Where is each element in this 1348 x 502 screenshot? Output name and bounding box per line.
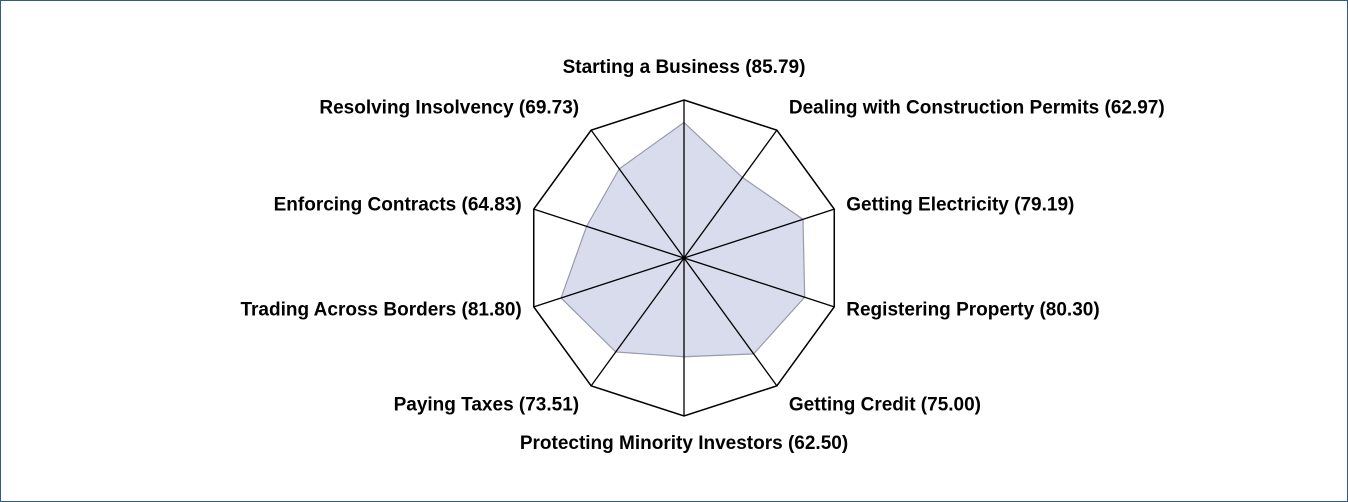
spoke xyxy=(533,257,685,308)
axis-label: Paying Taxes (73.51) xyxy=(394,395,580,416)
axis-label: Dealing with Construction Permits (62.97… xyxy=(789,97,1165,118)
axis-label: Getting Electricity (79.19) xyxy=(846,194,1074,215)
spoke xyxy=(533,208,685,259)
axis-label: Resolving Insolvency (69.73) xyxy=(319,97,579,118)
axis-label: Trading Across Borders (81.80) xyxy=(240,300,521,321)
axis-label: Protecting Minority Investors (62.50) xyxy=(520,433,848,454)
spoke xyxy=(683,257,778,387)
axis-label: Enforcing Contracts (64.83) xyxy=(274,194,522,215)
spoke xyxy=(590,257,685,387)
spoke xyxy=(683,129,778,259)
spoke xyxy=(590,129,685,259)
axis-label: Starting a Business (85.79) xyxy=(563,57,806,78)
axis-label: Registering Property (80.30) xyxy=(846,300,1099,321)
spoke xyxy=(683,257,835,308)
axis-label: Getting Credit (75.00) xyxy=(789,395,981,416)
spoke xyxy=(683,208,835,259)
